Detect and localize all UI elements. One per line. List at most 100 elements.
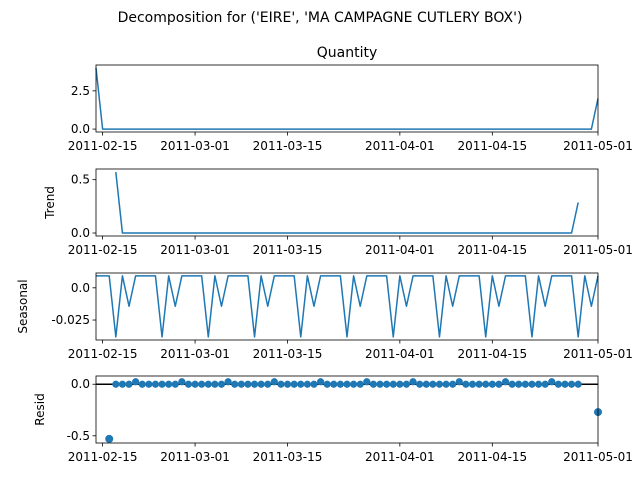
resid-xtick-label: 2011-04-01 <box>365 450 435 464</box>
resid-point <box>125 380 133 388</box>
observed-line <box>95 67 599 130</box>
resid-point <box>191 380 199 388</box>
trend-frame <box>95 168 599 237</box>
resid-point <box>369 380 378 388</box>
resid-point <box>257 380 265 388</box>
resid-point <box>501 378 510 386</box>
resid-ytick-label: -0.5 <box>67 429 90 443</box>
resid-point <box>363 378 371 386</box>
trend-line <box>115 172 579 234</box>
resid-point <box>574 380 582 388</box>
resid-point <box>118 380 127 388</box>
observed-ytick-label: 2.5 <box>71 84 90 98</box>
resid-point <box>250 380 259 388</box>
resid-point <box>567 380 576 388</box>
resid-point <box>138 380 146 388</box>
seasonal-xtick-label: 2011-04-15 <box>457 347 527 361</box>
resid-point <box>244 380 252 388</box>
observed-frame <box>95 64 599 133</box>
seasonal-xtick-label: 2011-04-01 <box>365 347 435 361</box>
resid-point <box>211 380 219 388</box>
resid-xtick-label: 2011-05-01 <box>563 450 633 464</box>
observed-xtick-label: 2011-03-01 <box>160 139 230 153</box>
resid-point <box>449 380 457 388</box>
resid-point <box>409 378 417 386</box>
figure-suptitle: Decomposition for ('EIRE', 'MA CAMPAGNE … <box>118 10 523 26</box>
resid-point <box>508 380 516 388</box>
resid-point <box>356 380 364 388</box>
resid-point <box>310 380 318 388</box>
seasonal-xtick-label: 2011-03-15 <box>253 347 323 361</box>
resid-point <box>455 378 463 386</box>
resid-point <box>323 380 331 388</box>
trend-xtick-label: 2011-03-01 <box>160 243 230 257</box>
resid-point <box>158 380 166 388</box>
resid-point <box>198 380 206 388</box>
resid-point <box>231 380 239 388</box>
resid-point <box>343 380 351 388</box>
resid-ytick-label: 0.0 <box>71 377 90 391</box>
resid-point <box>145 380 153 388</box>
resid-point <box>336 380 344 388</box>
seasonal-xtick-label: 2011-05-01 <box>563 347 633 361</box>
resid-point <box>112 380 120 388</box>
resid-point <box>283 380 292 388</box>
resid-point <box>330 380 338 388</box>
resid-point <box>204 380 212 388</box>
resid-point <box>224 378 232 386</box>
trend-xtick-label: 2011-04-01 <box>365 243 435 257</box>
observed-xtick-label: 2011-04-15 <box>457 139 527 153</box>
resid-point <box>435 380 444 388</box>
seasonal-ytick-label: 0.0 <box>71 281 90 295</box>
resid-point <box>442 380 450 388</box>
resid-point <box>178 378 186 386</box>
resid-point <box>184 380 193 388</box>
trend-xtick-label: 2011-04-15 <box>457 243 527 257</box>
panel-resid: 0.0 -0.5 2011-02-15 2011-03-01 2011-03-15 201… <box>33 375 633 464</box>
resid-point <box>389 380 397 388</box>
seasonal-xtick-label: 2011-02-15 <box>68 347 138 361</box>
panel-seasonal: 0.0 -0.025 2011-02-15 2011-03-01 2011-03-15 2… <box>16 272 633 361</box>
seasonal-frame <box>95 272 599 341</box>
resid-point <box>495 380 503 388</box>
resid-outlier-point <box>105 434 114 443</box>
resid-point <box>475 380 483 388</box>
resid-point <box>515 380 523 388</box>
seasonal-xtick-label: 2011-03-01 <box>160 347 230 361</box>
seasonal-ytick-label: -0.025 <box>51 313 90 327</box>
observed-xtick-label: 2011-05-01 <box>563 139 633 153</box>
resid-point <box>217 380 226 388</box>
resid-ylabel: Resid <box>33 393 47 425</box>
resid-point <box>277 380 285 388</box>
trend-xtick-label: 2011-03-15 <box>253 243 323 257</box>
resid-point <box>350 380 358 388</box>
resid-point <box>264 380 272 388</box>
resid-point <box>429 380 437 388</box>
trend-ytick-label: 0.5 <box>71 173 90 187</box>
resid-xtick-label: 2011-04-15 <box>457 450 527 464</box>
resid-point <box>422 380 430 388</box>
resid-point <box>297 380 305 388</box>
resid-xtick-label: 2011-03-01 <box>160 450 230 464</box>
resid-point <box>468 380 477 388</box>
resid-point <box>416 380 424 388</box>
resid-point <box>171 380 179 388</box>
panel-trend: 0.0 0.5 2011-02-15 2011-03-01 2011-03-15 2011… <box>43 168 633 257</box>
resid-point <box>548 378 556 386</box>
resid-point <box>488 380 496 388</box>
resid-point <box>528 380 536 388</box>
resid-point <box>303 380 311 388</box>
trend-xtick-label: 2011-02-15 <box>68 243 138 257</box>
resid-xtick-label: 2011-03-15 <box>253 450 323 464</box>
resid-frame <box>95 375 599 444</box>
resid-point <box>151 380 160 388</box>
resid-point <box>237 380 245 388</box>
resid-point <box>396 380 404 388</box>
observed-xtick-label: 2011-04-01 <box>365 139 435 153</box>
panel-observed: 0.0 2.5 2011-02-15 2011-03-01 2011-03-15 2011… <box>68 45 633 153</box>
resid-point <box>270 378 278 386</box>
resid-point <box>521 380 529 388</box>
observed-title: Quantity <box>317 45 378 61</box>
trend-xtick-label: 2011-05-01 <box>563 243 633 257</box>
